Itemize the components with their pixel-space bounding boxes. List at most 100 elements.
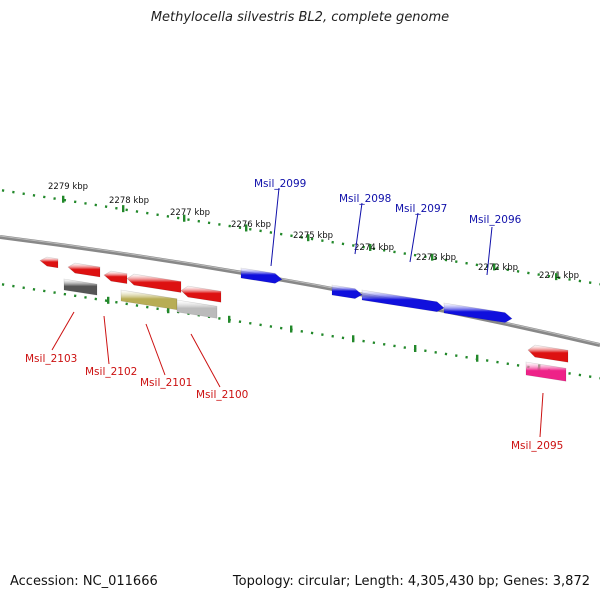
upper-track-dot [341, 242, 345, 246]
genome-backbone-highlight [0, 235, 600, 345]
kbp-tick-mark [476, 354, 479, 362]
lower-track-dot [578, 373, 582, 377]
upper-track-dot [290, 234, 293, 238]
upper-track-dot [403, 252, 407, 255]
lower-track-dot [434, 351, 437, 354]
kbp-tick-mark [414, 344, 417, 352]
lower-track-dot [53, 291, 56, 294]
lower-track-dot [485, 359, 489, 362]
gene-leader-line-msil-2101 [145, 323, 166, 376]
kbp-tick-mark [122, 205, 125, 213]
upper-track-dot [568, 278, 571, 281]
gene-olive-feature-shape[interactable] [120, 289, 178, 311]
gene-msil-2099-shape[interactable] [240, 267, 283, 284]
gene-leader-line-msil-2096 [486, 226, 493, 276]
upper-track-dot [12, 190, 15, 194]
genome-backbone [0, 235, 600, 347]
lower-track-dot [455, 354, 458, 357]
upper-track-dot [43, 195, 46, 199]
lower-track-dot [104, 299, 108, 303]
kbp-tick-label: 2275 kbp [293, 231, 333, 241]
gene-light-feature-shape[interactable] [176, 299, 218, 319]
gene-label-msil-2099[interactable]: Msil_2099 [254, 178, 306, 190]
gene-msil-2095-shape[interactable] [527, 344, 569, 363]
lower-track-dot [372, 341, 376, 345]
gene-msil-2097-shape[interactable] [361, 289, 445, 313]
kbp-tick-mark [167, 306, 170, 314]
upper-track-dot [475, 263, 479, 267]
upper-track-dot [300, 236, 304, 239]
lower-track-dot [73, 294, 77, 298]
upper-track-dot [197, 219, 201, 223]
upper-track-dot [1, 189, 5, 192]
gene-msil-2100b-shape[interactable] [180, 285, 222, 303]
upper-track-dot [156, 213, 159, 217]
lower-track-dot [382, 342, 386, 346]
upper-track-dot [269, 231, 273, 234]
upper-track-dot [238, 226, 242, 230]
gene-label-msil-2102[interactable]: Msil_2102 [85, 366, 137, 378]
gene-msil-2102-shape[interactable] [67, 262, 101, 278]
upper-track-dot [279, 232, 283, 236]
kbp-tick-label: 2279 kbp [48, 182, 88, 192]
kbp-tick-mark [307, 234, 310, 242]
upper-track-dot [331, 240, 334, 244]
lower-track-dot [465, 355, 468, 359]
gene-msil-2103-shape[interactable] [39, 256, 59, 269]
lower-track-dot [506, 362, 510, 366]
kbp-tick-mark [290, 325, 293, 333]
kbp-tick-label: 2273 kbp [416, 253, 456, 263]
lower-track-dot [32, 287, 36, 291]
upper-track-dot [455, 260, 458, 263]
lower-track-dot [84, 296, 87, 299]
upper-track-dot [393, 250, 396, 254]
gene-label-msil-2097[interactable]: Msil_2097 [395, 203, 447, 215]
upper-track-dot [228, 224, 231, 228]
kbp-tick-label: 2274 kbp [354, 243, 394, 253]
gene-label-msil-2096[interactable]: Msil_2096 [469, 214, 522, 226]
lower-track-dot [321, 333, 324, 336]
upper-track-dot [207, 221, 211, 225]
gene-label-msil-2101[interactable]: Msil_2101 [140, 377, 192, 389]
gene-label-msil-2103[interactable]: Msil_2103 [25, 353, 77, 365]
gene-msil-2101-shape[interactable] [103, 270, 128, 284]
upper-track-dot [496, 266, 499, 270]
gene-rna-feature-shape[interactable] [525, 361, 567, 382]
gene-label-msil-2100[interactable]: Msil_2100 [196, 389, 248, 401]
kbp-tick-mark [107, 296, 110, 304]
lower-track-dot [115, 300, 118, 304]
gene-dark-feature-shape[interactable] [63, 278, 98, 296]
lower-track-dot [1, 283, 5, 286]
kbp-tick-mark [183, 214, 186, 222]
lower-track-dot [94, 297, 98, 301]
upper-track-dot [372, 247, 376, 251]
gene-msil-2098-shape[interactable] [331, 284, 363, 299]
lower-track-dot [259, 323, 262, 327]
lower-track-dot [156, 307, 159, 311]
gene-msil-2100-shape[interactable] [126, 273, 182, 293]
upper-track-dot [135, 210, 139, 213]
lower-track-dot [135, 304, 139, 307]
upper-track-dot [22, 192, 25, 196]
upper-track-dot [558, 276, 561, 280]
gene-label-msil-2095[interactable]: Msil_2095 [511, 440, 563, 452]
lower-track-dot [588, 375, 592, 379]
lower-track-dot [218, 317, 221, 320]
lower-track-dot [300, 330, 304, 333]
kbp-tick-mark [555, 273, 558, 281]
upper-track-dot [516, 269, 520, 273]
upper-track-dot [125, 208, 128, 212]
kbp-tick-label: 2278 kbp [109, 196, 149, 206]
lower-track-dot [249, 321, 252, 325]
lower-track-dot [146, 305, 149, 309]
gene-leader-line-msil-2100 [190, 333, 221, 388]
gene-msil-2096-shape[interactable] [443, 302, 513, 323]
lower-track-dot [63, 292, 67, 296]
gene-label-msil-2098[interactable]: Msil_2098 [339, 193, 391, 205]
kbp-tick-mark [352, 335, 355, 343]
lower-track-dot [341, 336, 345, 340]
map-title: Methylocella silvestris BL2, complete ge… [150, 10, 450, 25]
lower-track-dot [238, 320, 242, 324]
upper-track-dot [547, 274, 551, 278]
